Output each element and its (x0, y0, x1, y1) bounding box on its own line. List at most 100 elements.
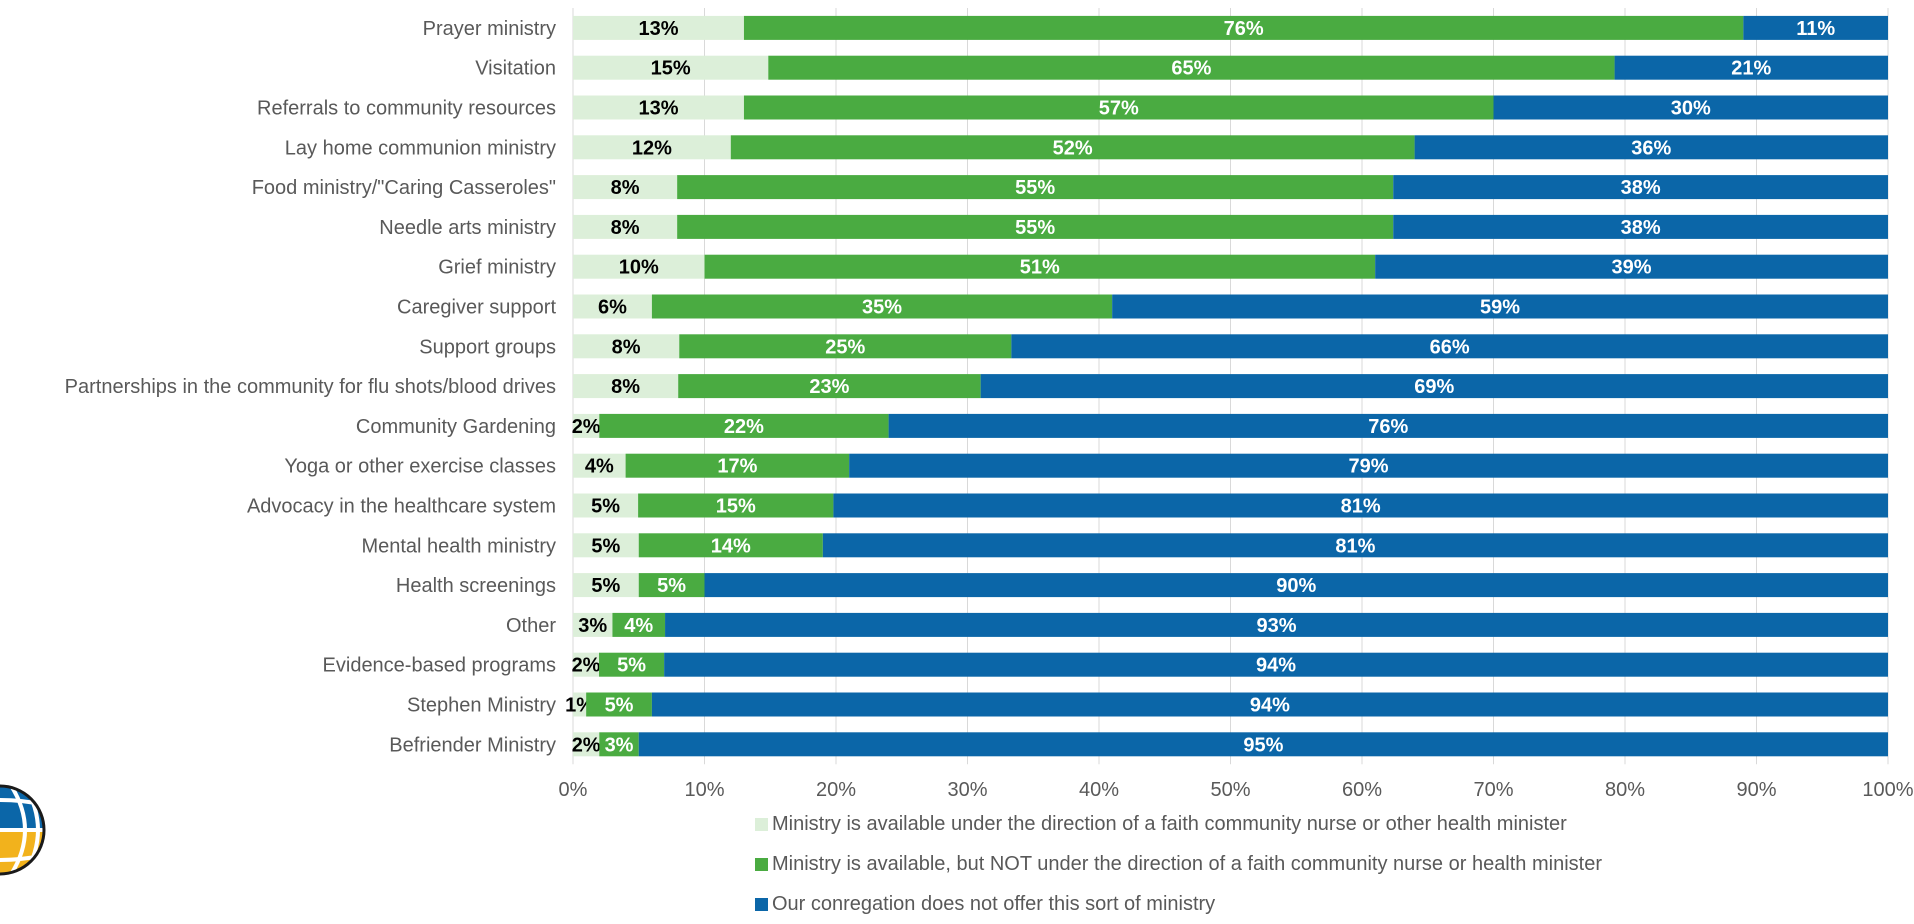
bar-segment (1393, 214, 1888, 239)
legend-item-series-2: Ministry is available, but NOT under the… (755, 844, 1602, 884)
bar-segment (1393, 175, 1888, 200)
data-label: 65% (1171, 58, 1211, 80)
legend-item-series-3: Our conregation does not offer this sort… (755, 884, 1602, 924)
bar-segment (1011, 334, 1888, 359)
x-tick-label: 30% (947, 779, 987, 801)
bar-segment (768, 55, 1615, 80)
data-label: 4% (624, 615, 653, 637)
data-label: 36% (1631, 137, 1671, 159)
x-tick-label: 60% (1342, 779, 1382, 801)
data-label: 38% (1621, 177, 1661, 199)
category-label: Befriender Ministry (389, 734, 556, 756)
globe-logo-icon (0, 784, 46, 876)
bar-segment (573, 493, 639, 518)
category-label: Needle arts ministry (379, 217, 556, 239)
category-label: Health screenings (396, 575, 556, 597)
data-label: 93% (1257, 615, 1297, 637)
data-label: 79% (1349, 456, 1389, 478)
data-label: 5% (591, 535, 620, 557)
data-label: 13% (638, 98, 678, 120)
data-label: 2% (572, 416, 601, 438)
bars: 13% 76% 11% 15% 65% 21% 13% 57% 30% 12% 52% 36% 8% 55… (565, 15, 1889, 757)
bar-segment (573, 652, 600, 677)
bar-segment (677, 175, 1394, 200)
data-label: 13% (638, 18, 678, 40)
data-label: 5% (591, 496, 620, 518)
data-label: 81% (1335, 535, 1375, 557)
data-label: 76% (1224, 18, 1264, 40)
bar-segment (822, 533, 1888, 558)
x-tick-label: 10% (684, 779, 724, 801)
bar-segment (638, 573, 705, 598)
bar-segment (743, 95, 1494, 120)
data-label: 94% (1250, 695, 1290, 717)
legend-label-series-2: Ministry is available, but NOT under the… (772, 852, 1602, 875)
bar-segment (833, 493, 1889, 518)
data-label: 8% (611, 217, 640, 239)
x-tick-label: 20% (816, 779, 856, 801)
data-label: 8% (611, 177, 640, 199)
category-labels: Prayer ministry Visitation Referrals to co… (65, 18, 557, 756)
data-label: 38% (1621, 217, 1661, 239)
data-label: 2% (572, 734, 601, 756)
data-label: 12% (632, 137, 672, 159)
bar-segment (573, 15, 744, 40)
bar-segment (573, 453, 626, 478)
x-tick-label: 100% (1862, 779, 1913, 801)
data-label: 94% (1256, 655, 1296, 677)
bar-segment (1743, 15, 1888, 40)
legend: Ministry is available under the directio… (755, 804, 1602, 924)
category-label: Referrals to community resources (257, 98, 556, 120)
legend-label-series-1: Ministry is available under the directio… (772, 812, 1567, 835)
bar-segment (599, 652, 665, 677)
data-label: 39% (1612, 257, 1652, 279)
stacked-bar-chart: 13% 76% 11% 15% 65% 21% 13% 57% 30% 12% 52% 36% 8% 55… (65, 8, 1914, 801)
category-label: Advocacy in the healthcare system (247, 496, 556, 518)
x-tick-label: 0% (559, 779, 588, 801)
x-axis-ticks: 0% 10% 20% 30% 40% 50% 60% 70% 80% 90% 100% (559, 779, 1914, 801)
data-label: 8% (611, 376, 640, 398)
bar-segment (586, 692, 652, 717)
bar-segment (1414, 135, 1888, 160)
bar-segment (1493, 95, 1888, 120)
bar-segment (743, 15, 1744, 40)
data-label: 81% (1341, 496, 1381, 518)
data-label: 55% (1015, 217, 1055, 239)
bar-segment (573, 533, 639, 558)
data-label: 5% (605, 695, 634, 717)
bar-segment (573, 692, 587, 717)
category-label: Caregiver support (397, 297, 556, 319)
data-label: 8% (612, 336, 641, 358)
bar-segment (704, 573, 1888, 598)
category-label: Other (506, 615, 556, 637)
bar-segment (704, 254, 1376, 279)
category-label: Grief ministry (438, 257, 556, 279)
data-label: 17% (717, 456, 757, 478)
data-label: 76% (1368, 416, 1408, 438)
data-label: 35% (862, 297, 902, 319)
data-label: 4% (585, 456, 614, 478)
bar-segment (573, 334, 680, 359)
bar-segment (651, 692, 1888, 717)
bar-segment (599, 732, 639, 757)
bar-segment (1375, 254, 1888, 279)
bar-segment (638, 533, 823, 558)
category-label: Lay home communion ministry (285, 137, 556, 159)
data-label: 95% (1243, 734, 1283, 756)
bar-segment (888, 413, 1888, 438)
category-label: Support groups (419, 336, 556, 358)
data-label: 23% (809, 376, 849, 398)
bar-segment (664, 652, 1888, 677)
bar-segment (573, 214, 678, 239)
data-label: 10% (619, 257, 659, 279)
category-label: Partnerships in the community for flu sh… (65, 376, 556, 398)
category-label: Food ministry/"Caring Casseroles" (252, 177, 556, 199)
data-label: 55% (1015, 177, 1055, 199)
bar-segment (573, 612, 613, 637)
bar-segment (573, 294, 652, 319)
bar-segment (651, 294, 1113, 319)
bar-segment (573, 135, 731, 160)
bar-segment (679, 334, 1012, 359)
bar-segment (677, 214, 1394, 239)
data-label: 51% (1020, 257, 1060, 279)
